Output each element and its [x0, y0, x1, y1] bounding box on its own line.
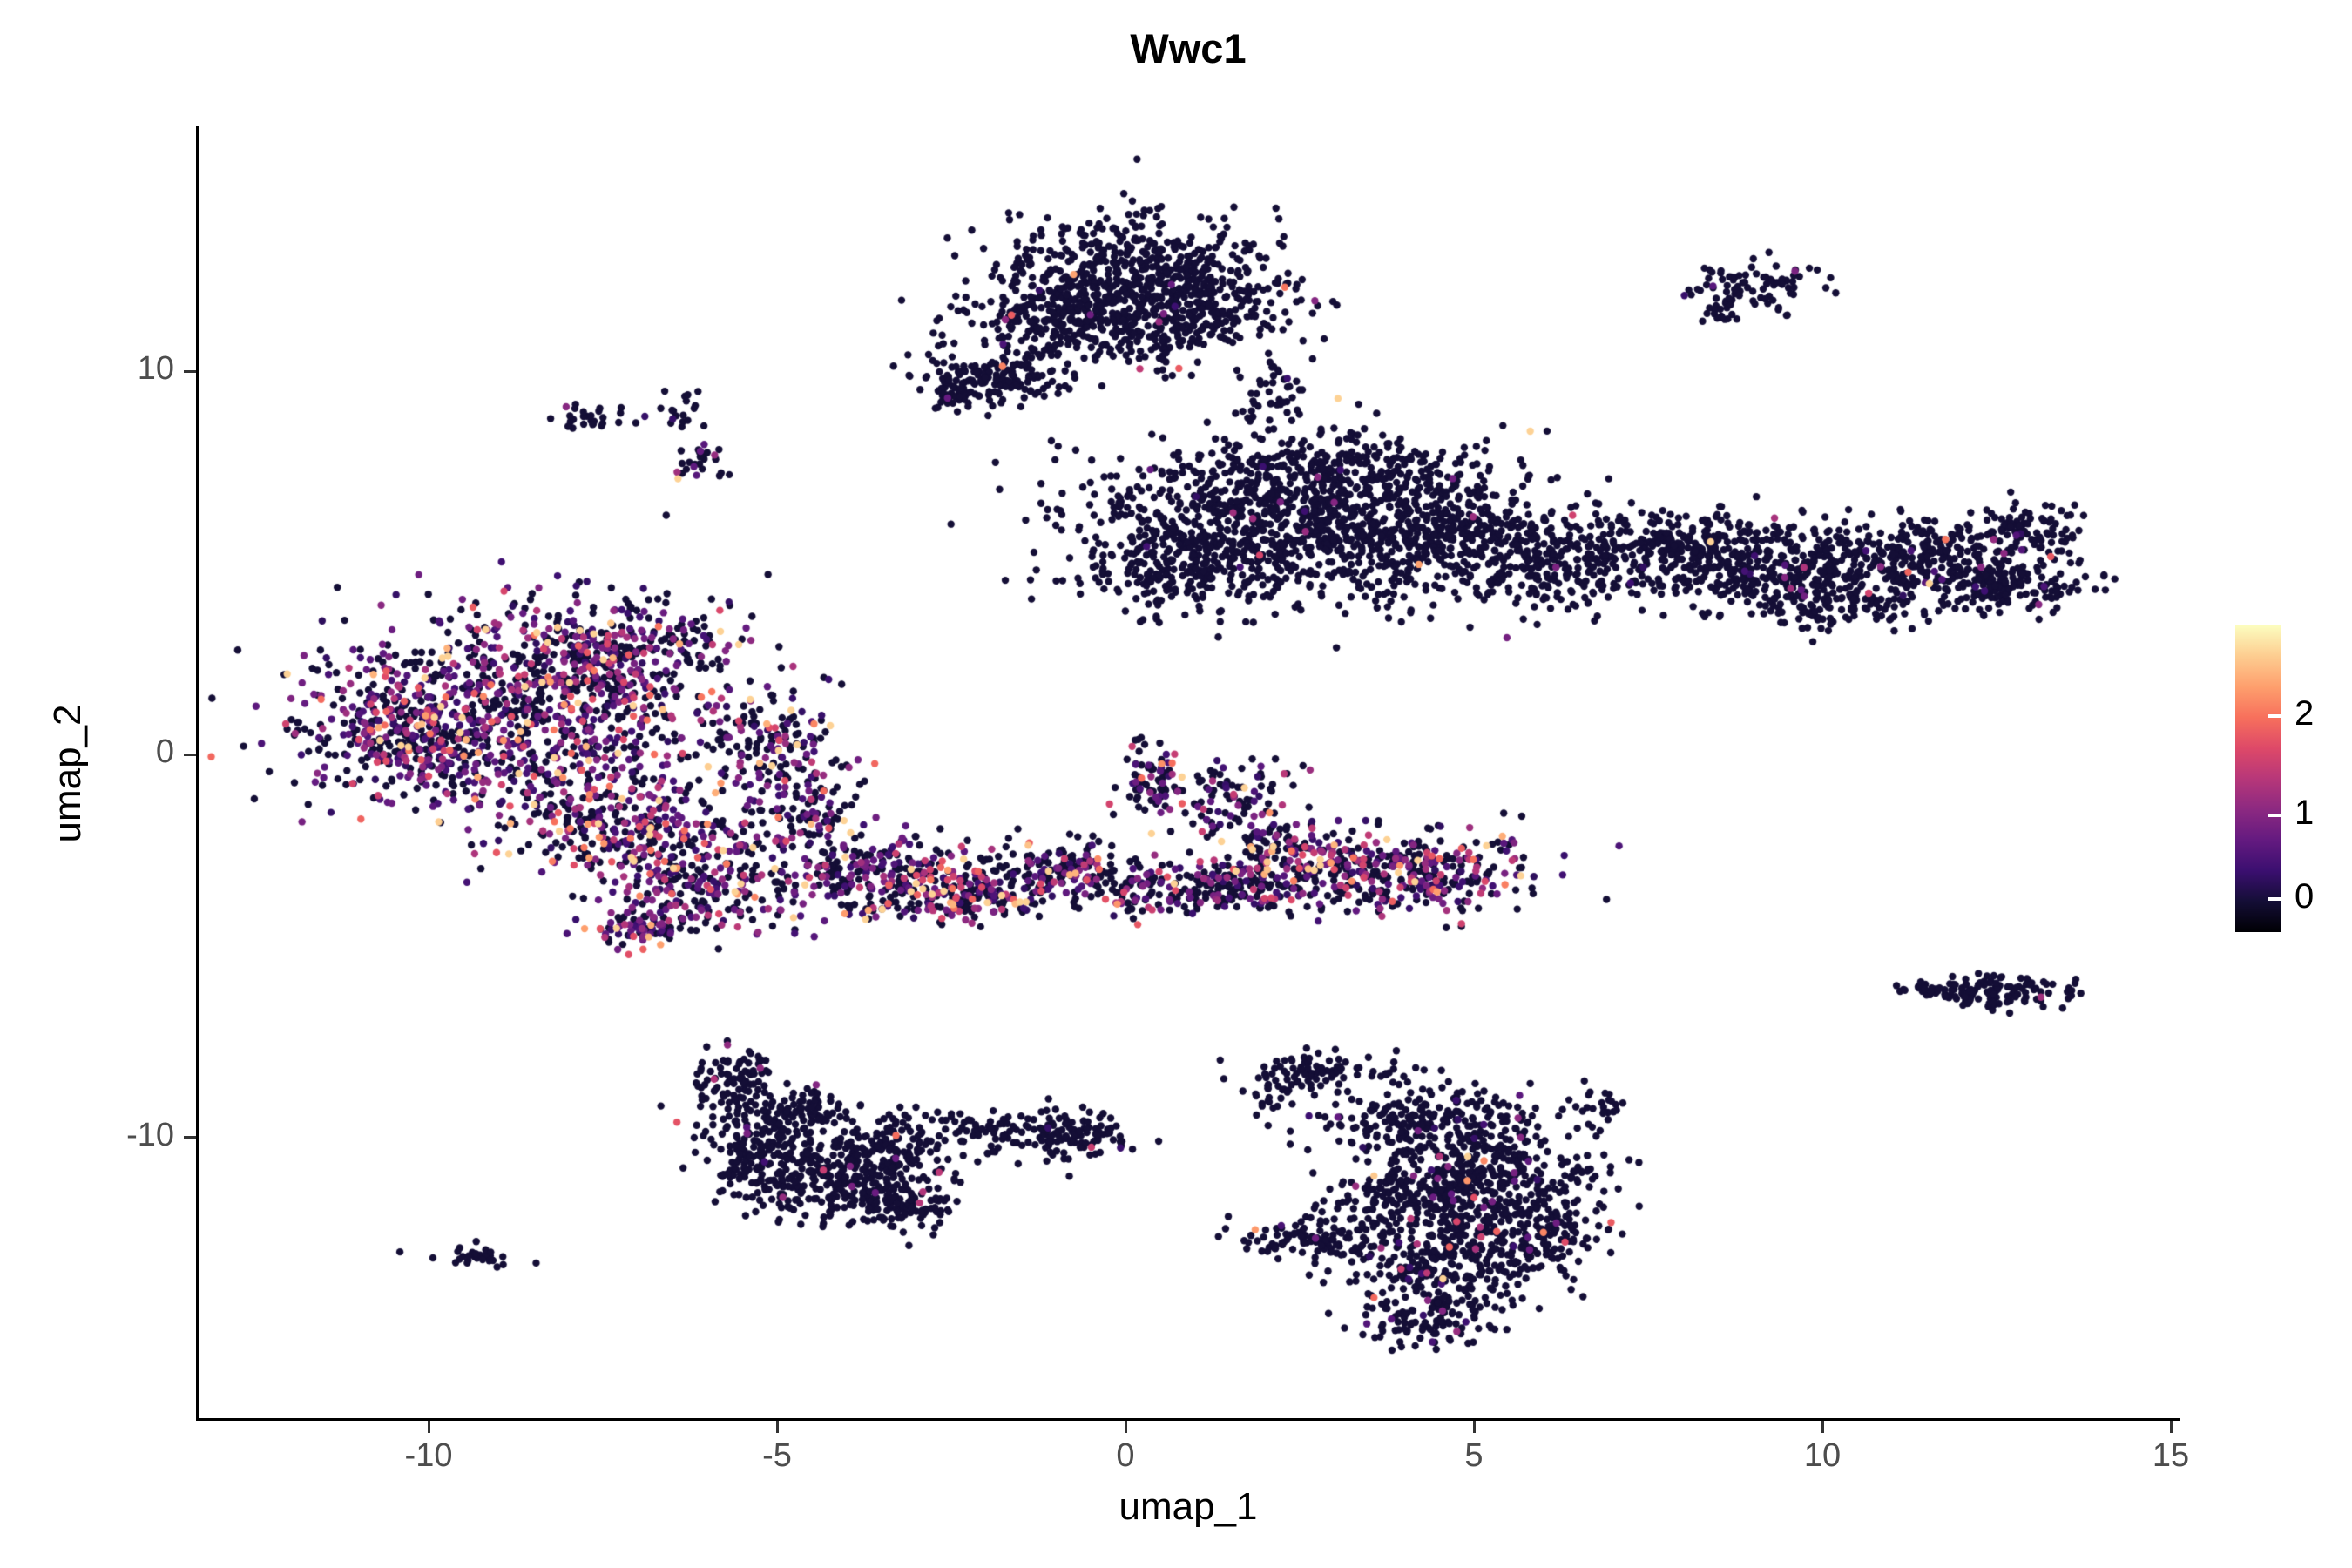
x-tick-label: 5 [1464, 1437, 1484, 1474]
colorbar-tick-mark [2268, 896, 2281, 901]
x-tick-mark [427, 1421, 430, 1433]
y-tick-mark [184, 1136, 196, 1139]
colorbar-tick-mark [2268, 713, 2281, 718]
x-tick-label: 0 [1116, 1437, 1135, 1474]
x-tick-mark [1821, 1421, 1824, 1433]
x-axis-title: umap_1 [1119, 1485, 1258, 1528]
colorbar-tick-label: 0 [2295, 876, 2315, 916]
y-axis-title: umap_2 [46, 704, 89, 843]
y-tick-mark [184, 753, 196, 756]
x-axis-line [196, 1418, 2180, 1421]
y-axis-line [196, 126, 199, 1421]
y-tick-label: -10 [126, 1116, 174, 1153]
y-tick-mark [184, 369, 196, 373]
scatter-points-canvas [199, 129, 2178, 1418]
colorbar-tick-mark [2268, 813, 2281, 817]
y-tick-label: 10 [137, 350, 174, 388]
x-tick-label: -5 [762, 1437, 792, 1474]
chart-title: Wwc1 [1130, 25, 1247, 71]
x-tick-mark [2169, 1421, 2173, 1433]
colorbar-tick-label: 1 [2295, 793, 2315, 832]
x-tick-label: 10 [1803, 1437, 1842, 1474]
x-tick-label: -10 [404, 1437, 453, 1474]
x-tick-mark [1124, 1421, 1127, 1433]
y-tick-label: 0 [155, 733, 174, 770]
colorbar-gradient [2235, 625, 2281, 932]
x-tick-mark [775, 1421, 779, 1433]
colorbar-tick-label: 2 [2295, 693, 2315, 733]
x-tick-label: 15 [2152, 1437, 2190, 1474]
plot-area [199, 129, 2178, 1418]
x-tick-mark [1472, 1421, 1476, 1433]
